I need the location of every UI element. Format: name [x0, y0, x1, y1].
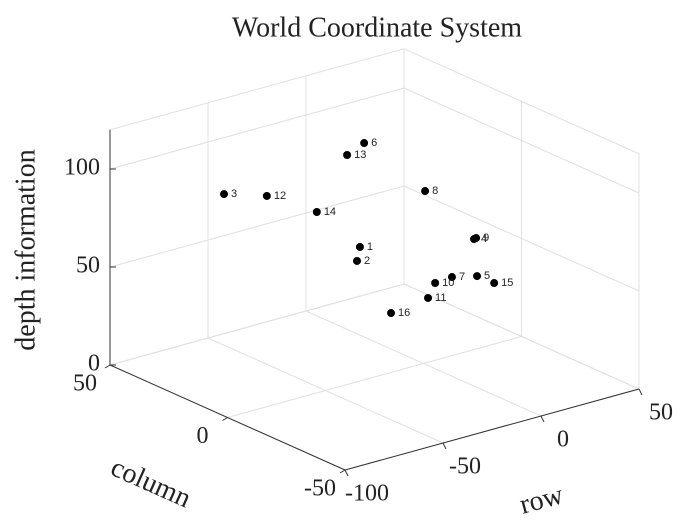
grid-line	[403, 185, 640, 292]
point	[352, 256, 361, 265]
point	[343, 150, 352, 159]
z-tick-label: 0	[88, 351, 100, 377]
point-label: 5	[484, 270, 490, 282]
point	[355, 242, 364, 251]
y-tick-label: -50	[304, 476, 336, 502]
box-edge	[109, 48, 405, 131]
point-label: 4	[481, 233, 487, 245]
x-tick-label: 0	[557, 427, 569, 453]
point	[447, 273, 456, 282]
y-tick	[339, 469, 346, 474]
point-label: 15	[501, 277, 513, 289]
z-tick-label: 50	[76, 253, 100, 279]
point	[421, 187, 430, 196]
point	[360, 139, 369, 148]
point	[431, 278, 440, 287]
point-label: 10	[442, 277, 454, 289]
point-label: 9	[483, 232, 489, 244]
point-label: 12	[274, 190, 286, 202]
point-label: 6	[371, 137, 377, 149]
grid-line	[109, 87, 405, 170]
point	[490, 279, 499, 288]
y-tick-label: 0	[197, 423, 209, 449]
point-label: 16	[398, 307, 410, 319]
x-tick-label: -50	[449, 454, 481, 480]
y-tick	[222, 417, 228, 421]
chart-title: World Coordinate System	[232, 12, 522, 43]
point-label: 8	[432, 185, 438, 197]
point-label: 7	[459, 271, 465, 283]
y-tick-label: 50	[73, 371, 97, 397]
point	[424, 293, 433, 302]
grid-line	[109, 283, 405, 366]
grid-line	[109, 185, 405, 268]
point	[472, 234, 481, 243]
point	[220, 190, 229, 199]
point	[387, 309, 396, 318]
point	[473, 272, 482, 281]
x-tick	[344, 469, 349, 477]
grid-line	[227, 336, 522, 418]
grid-line	[403, 87, 640, 194]
point-label: 3	[231, 188, 237, 200]
x-tick	[442, 442, 447, 450]
point-label: 1	[367, 241, 373, 253]
point-label: 11	[435, 292, 446, 304]
x-tick	[638, 388, 643, 396]
x-axis	[344, 388, 640, 471]
point	[262, 191, 271, 200]
grid-line	[403, 283, 640, 390]
point-label: 13	[354, 149, 366, 161]
x-tick-label: 50	[649, 400, 673, 426]
point-label: 14	[324, 206, 336, 218]
box-edge	[403, 48, 640, 155]
z-tick-label: 100	[64, 155, 100, 181]
y-tick	[104, 364, 111, 369]
z-axis-label: depth information	[10, 149, 41, 350]
x-tick	[540, 415, 545, 423]
point-label: 2	[364, 255, 370, 267]
x-tick-label: -100	[345, 481, 389, 507]
point	[312, 207, 321, 216]
